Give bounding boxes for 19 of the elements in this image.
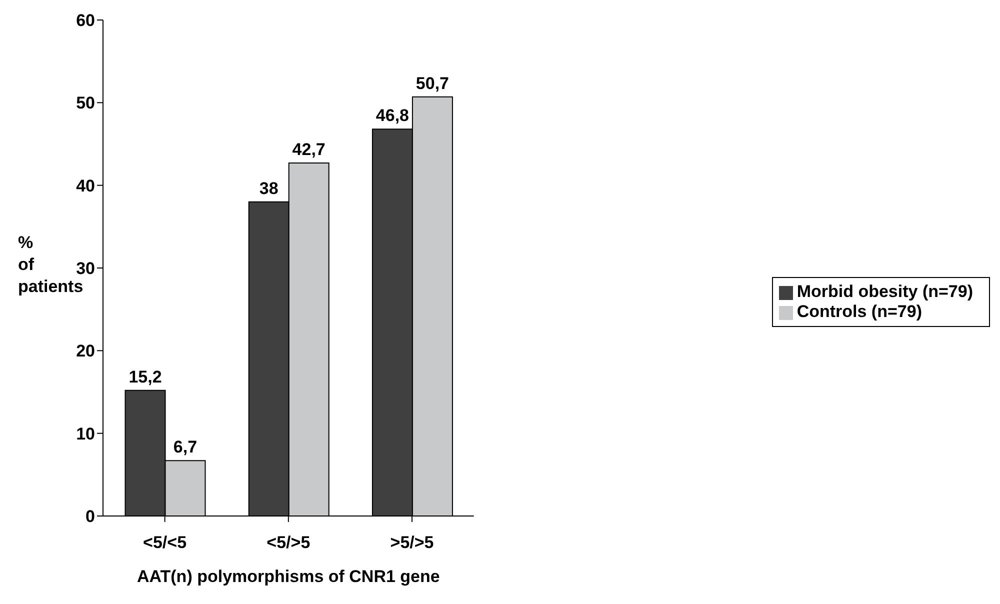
data-label: 6,7 (173, 438, 198, 457)
data-label: 15,2 (128, 367, 162, 386)
y-tick-label: 50 (76, 94, 95, 113)
legend-label: Morbid obesity (n=79) (796, 282, 973, 301)
y-tick-label: 40 (76, 176, 95, 196)
y-tick-label: 60 (76, 11, 95, 30)
data-label: 42,7 (292, 140, 326, 160)
y-tick-label: 10 (76, 424, 95, 444)
data-label: 46,8 (376, 106, 410, 126)
data-label: 50,7 (416, 74, 450, 93)
y-tick-label: 30 (76, 259, 95, 278)
x-tick-label: >5/>5 (390, 533, 434, 552)
x-tick-label: <5/>5 (266, 533, 310, 552)
legend-label: Controls (n=79) (796, 302, 922, 321)
x-tick-label: <5/<5 (143, 533, 187, 552)
y-tick-label: 20 (76, 342, 95, 361)
y-tick-label: 0 (86, 507, 95, 526)
x-axis-title: AAT(n) polymorphisms of CNR1 gene (136, 567, 440, 586)
data-label: 38 (259, 178, 278, 198)
